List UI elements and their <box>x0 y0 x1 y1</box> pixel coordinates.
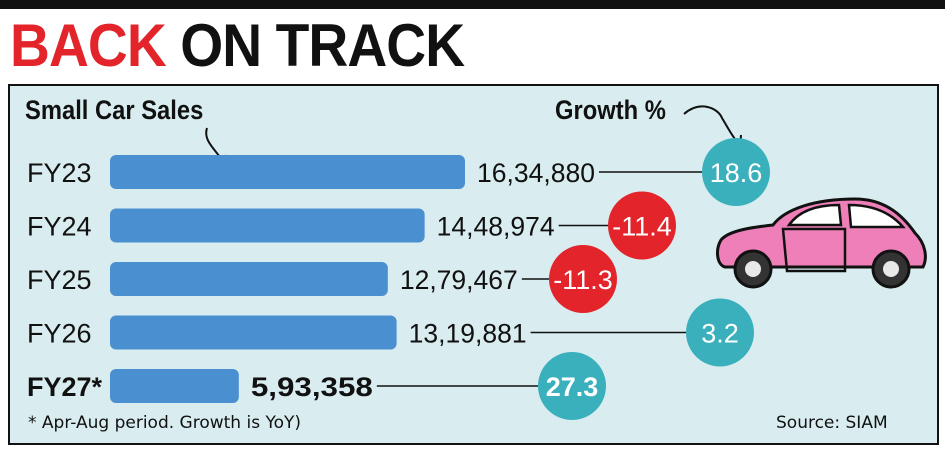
sales-column-title: Small Car Sales <box>25 95 204 125</box>
value-label: 13,19,881 <box>409 319 527 349</box>
growth-bubble <box>702 138 770 206</box>
value-label: 5,93,358 <box>251 372 373 402</box>
headline-rest: ON TRACK <box>180 12 465 79</box>
bar <box>110 262 388 296</box>
growth-bubble <box>538 352 606 420</box>
growth-bubble <box>686 298 754 367</box>
value-label: 12,79,467 <box>400 265 518 295</box>
category-label: FY24 <box>27 212 92 242</box>
growth-label: -11.3 <box>553 265 613 295</box>
source-note: Source: SIAM <box>776 413 888 433</box>
growth-bubble <box>549 245 617 313</box>
category-label: FY27* <box>27 372 103 402</box>
growth-label: 27.3 <box>546 372 599 402</box>
growth-arrow-icon <box>683 105 739 144</box>
bar <box>110 208 425 243</box>
category-label: FY25 <box>27 265 92 295</box>
bar <box>110 369 239 403</box>
footnote: * Apr-Aug period. Growth is YoY) <box>28 413 302 433</box>
category-label: FY26 <box>27 319 92 349</box>
growth-label: 3.2 <box>701 319 739 349</box>
headline: BACK ON TRACK <box>10 8 465 84</box>
headline-accent: BACK <box>10 12 167 79</box>
top-rule <box>0 0 945 9</box>
pink-car-icon <box>716 197 927 289</box>
value-label: 14,48,974 <box>437 212 555 242</box>
bar <box>110 315 397 350</box>
growth-column-title: Growth % <box>555 95 666 125</box>
value-label: 16,34,880 <box>477 158 595 188</box>
growth-label: 18.6 <box>710 158 763 188</box>
bar <box>110 155 465 189</box>
category-label: FY23 <box>27 158 92 188</box>
growth-label: -11.4 <box>612 212 672 242</box>
chart-rows: FY23 16,34,880 18.6 FY24 14,48,974 -11.4 FY25 1… <box>27 138 770 420</box>
growth-bubble <box>608 191 676 260</box>
